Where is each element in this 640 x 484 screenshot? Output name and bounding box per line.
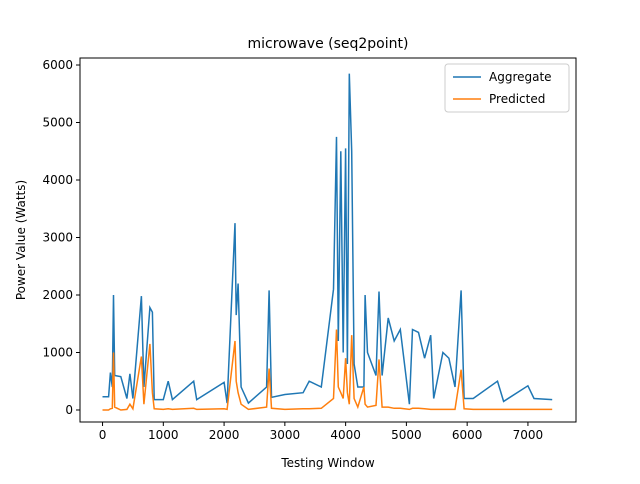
x-tick-label: 4000 bbox=[330, 428, 361, 442]
legend-label: Predicted bbox=[489, 92, 545, 106]
y-tick-label: 0 bbox=[65, 403, 73, 417]
x-tick-label: 0 bbox=[99, 428, 107, 442]
plot-frame bbox=[79, 57, 577, 423]
x-axis-label: Testing Window bbox=[280, 456, 375, 470]
y-tick-label: 4000 bbox=[42, 173, 73, 187]
x-tick-label: 3000 bbox=[270, 428, 301, 442]
x-tick-label: 2000 bbox=[209, 428, 240, 442]
chart-title: microwave (seq2point) bbox=[248, 36, 409, 52]
y-axis-label: Power Value (Watts) bbox=[14, 180, 28, 300]
legend-box bbox=[444, 63, 570, 113]
x-tick-label: 5000 bbox=[391, 428, 422, 442]
y-tick-label: 5000 bbox=[42, 116, 73, 130]
data-line bbox=[102, 329, 553, 411]
y-tick-label: 6000 bbox=[42, 58, 73, 72]
legend-label: Aggregate bbox=[489, 70, 552, 84]
y-tick-label: 1000 bbox=[42, 345, 73, 359]
x-tick-label: 6000 bbox=[452, 428, 483, 442]
y-tick-label: 2000 bbox=[42, 288, 73, 302]
data-line bbox=[102, 73, 553, 405]
x-tick-label: 7000 bbox=[513, 428, 544, 442]
y-tick-label: 3000 bbox=[42, 230, 73, 244]
x-tick-label: 1000 bbox=[148, 428, 179, 442]
